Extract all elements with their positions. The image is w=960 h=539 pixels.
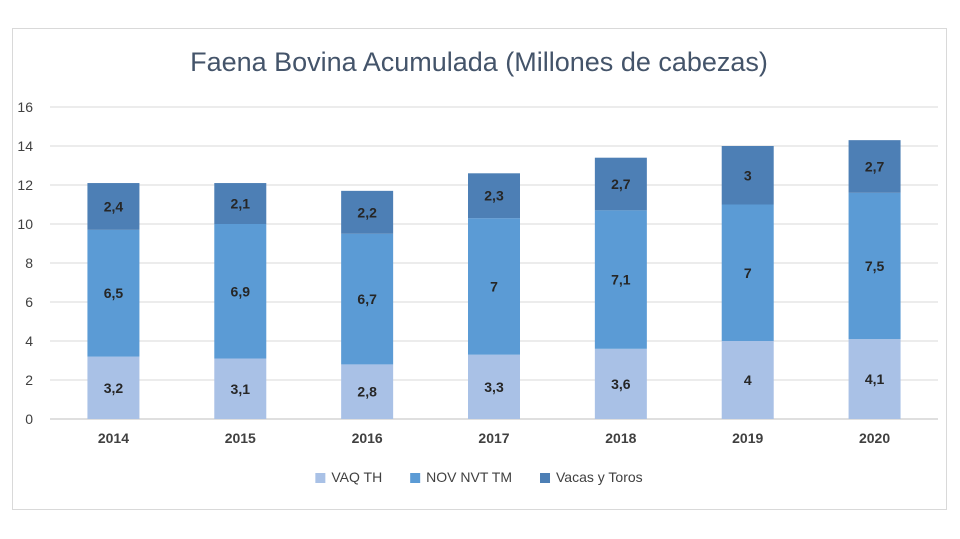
data-label: 2,8	[357, 384, 377, 400]
legend-item: Vacas y Toros	[540, 469, 643, 485]
bars	[87, 140, 901, 419]
bar-segment	[214, 224, 267, 359]
y-tick-label: 14	[17, 138, 33, 154]
bar-segment	[468, 218, 520, 355]
data-label: 3,2	[104, 380, 124, 396]
bar-segment	[87, 183, 140, 230]
y-tick-label: 2	[25, 372, 33, 388]
data-label: 3,1	[231, 381, 251, 397]
bar-segment	[214, 358, 267, 419]
data-label: 2,4	[104, 198, 124, 214]
y-tick-label: 0	[25, 411, 33, 427]
legend-swatch	[410, 473, 421, 483]
data-label: 7	[490, 278, 498, 294]
y-tick-label: 4	[25, 333, 33, 349]
data-label: 7	[744, 265, 752, 281]
data-label: 6,5	[104, 285, 124, 301]
chart-title: Faena Bovina Acumulada (Millones de cabe…	[190, 47, 768, 77]
bar-segment	[594, 210, 647, 349]
data-label: 2,7	[611, 176, 631, 192]
x-tick-label: 2017	[478, 430, 509, 446]
x-tick-label: 2014	[98, 430, 129, 446]
y-tick-label: 10	[17, 216, 33, 232]
data-label: 3,6	[611, 376, 631, 392]
bar-segment	[848, 339, 901, 419]
legend-swatch	[315, 473, 326, 483]
chart-frame: Faena Bovina Acumulada (Millones de cabe…	[12, 28, 947, 510]
data-label: 2,2	[357, 204, 377, 220]
bar-segment	[848, 140, 901, 193]
x-tick-label: 2015	[225, 430, 256, 446]
stacked-bar-chart: Faena Bovina Acumulada (Millones de cabe…	[17, 47, 938, 485]
data-label: 2,1	[231, 196, 251, 212]
data-label: 7,1	[611, 272, 631, 288]
legend: VAQ TH NOV NVT TM Vacas y Toros	[315, 469, 643, 485]
bar-segment	[341, 233, 394, 365]
bar-segment	[214, 183, 267, 224]
legend-label: NOV NVT TM	[426, 469, 512, 485]
data-label: 4	[744, 372, 752, 388]
data-labels: 3,2 6,5 2,4 3,1 6,9 2,1 2,8 6,7 2,2 3,3 7 2,3 3,6 7,1…	[104, 158, 885, 399]
bar-segment	[721, 204, 774, 341]
legend-swatch	[540, 473, 551, 483]
x-tick-label: 2019	[732, 430, 763, 446]
data-label: 2,7	[865, 158, 885, 174]
x-tick-label: 2018	[605, 430, 636, 446]
y-tick-label: 16	[17, 99, 33, 115]
bar-segment	[87, 229, 140, 357]
bar-segment	[341, 190, 394, 234]
legend-item: NOV NVT TM	[410, 469, 512, 485]
y-tick-label: 12	[17, 177, 33, 193]
data-label: 3,3	[484, 379, 504, 395]
legend-label: VAQ TH	[331, 469, 382, 485]
x-tick-label: 2016	[352, 430, 383, 446]
bar-segment	[594, 348, 647, 419]
bar-segment	[721, 146, 774, 205]
data-label: 7,5	[865, 258, 885, 274]
x-axis-ticks: 2014 2015 2016 2017 2018 2019 2020	[98, 430, 891, 446]
bar-segment	[468, 173, 520, 219]
data-label: 6,7	[357, 291, 377, 307]
data-label: 2,3	[484, 188, 504, 204]
y-tick-label: 6	[25, 294, 33, 310]
data-label: 3	[744, 167, 752, 183]
bar-segment	[721, 341, 774, 419]
y-tick-label: 8	[25, 255, 33, 271]
bar-segment	[594, 157, 647, 211]
bar-segment	[468, 354, 520, 419]
data-label: 4,1	[865, 371, 885, 387]
bar-segment	[341, 364, 394, 419]
bar-segment	[848, 192, 901, 340]
data-label: 6,9	[231, 283, 251, 299]
legend-item: VAQ TH	[315, 469, 382, 485]
x-tick-label: 2020	[859, 430, 890, 446]
bar-segment	[87, 356, 140, 419]
legend-label: Vacas y Toros	[556, 469, 643, 485]
y-axis-ticks: 0 2 4 6 8 10 12 14 16	[17, 99, 33, 427]
